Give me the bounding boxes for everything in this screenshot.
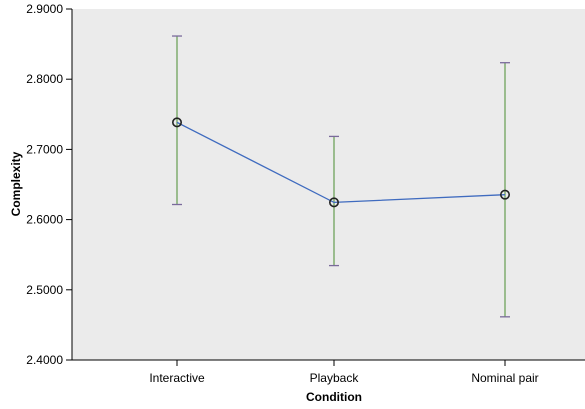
x-tick-label: Interactive bbox=[149, 371, 205, 385]
y-axis-title: Complexity bbox=[9, 151, 23, 216]
series-line bbox=[176, 121, 506, 204]
data-point bbox=[328, 197, 339, 208]
x-axis-ticks: Interactive Playback Nominal pair bbox=[149, 360, 539, 385]
plot-area bbox=[72, 9, 585, 360]
x-axis-title: Condition bbox=[306, 390, 362, 404]
x-tick-label: Nominal pair bbox=[471, 371, 538, 385]
data-markers bbox=[172, 117, 510, 208]
y-axis-ticks: 2.4000 2.5000 2.6000 2.7000 2.8000 2.9000 bbox=[26, 2, 72, 367]
y-tick-label: 2.4000 bbox=[26, 353, 63, 367]
data-point bbox=[499, 189, 510, 200]
y-tick-label: 2.7000 bbox=[26, 142, 63, 156]
y-tick-label: 2.6000 bbox=[26, 213, 63, 227]
y-tick-label: 2.5000 bbox=[26, 283, 63, 297]
y-tick-label: 2.9000 bbox=[26, 2, 63, 16]
y-tick-label: 2.8000 bbox=[26, 72, 63, 86]
x-tick-label: Playback bbox=[310, 371, 360, 385]
data-point bbox=[172, 117, 183, 128]
